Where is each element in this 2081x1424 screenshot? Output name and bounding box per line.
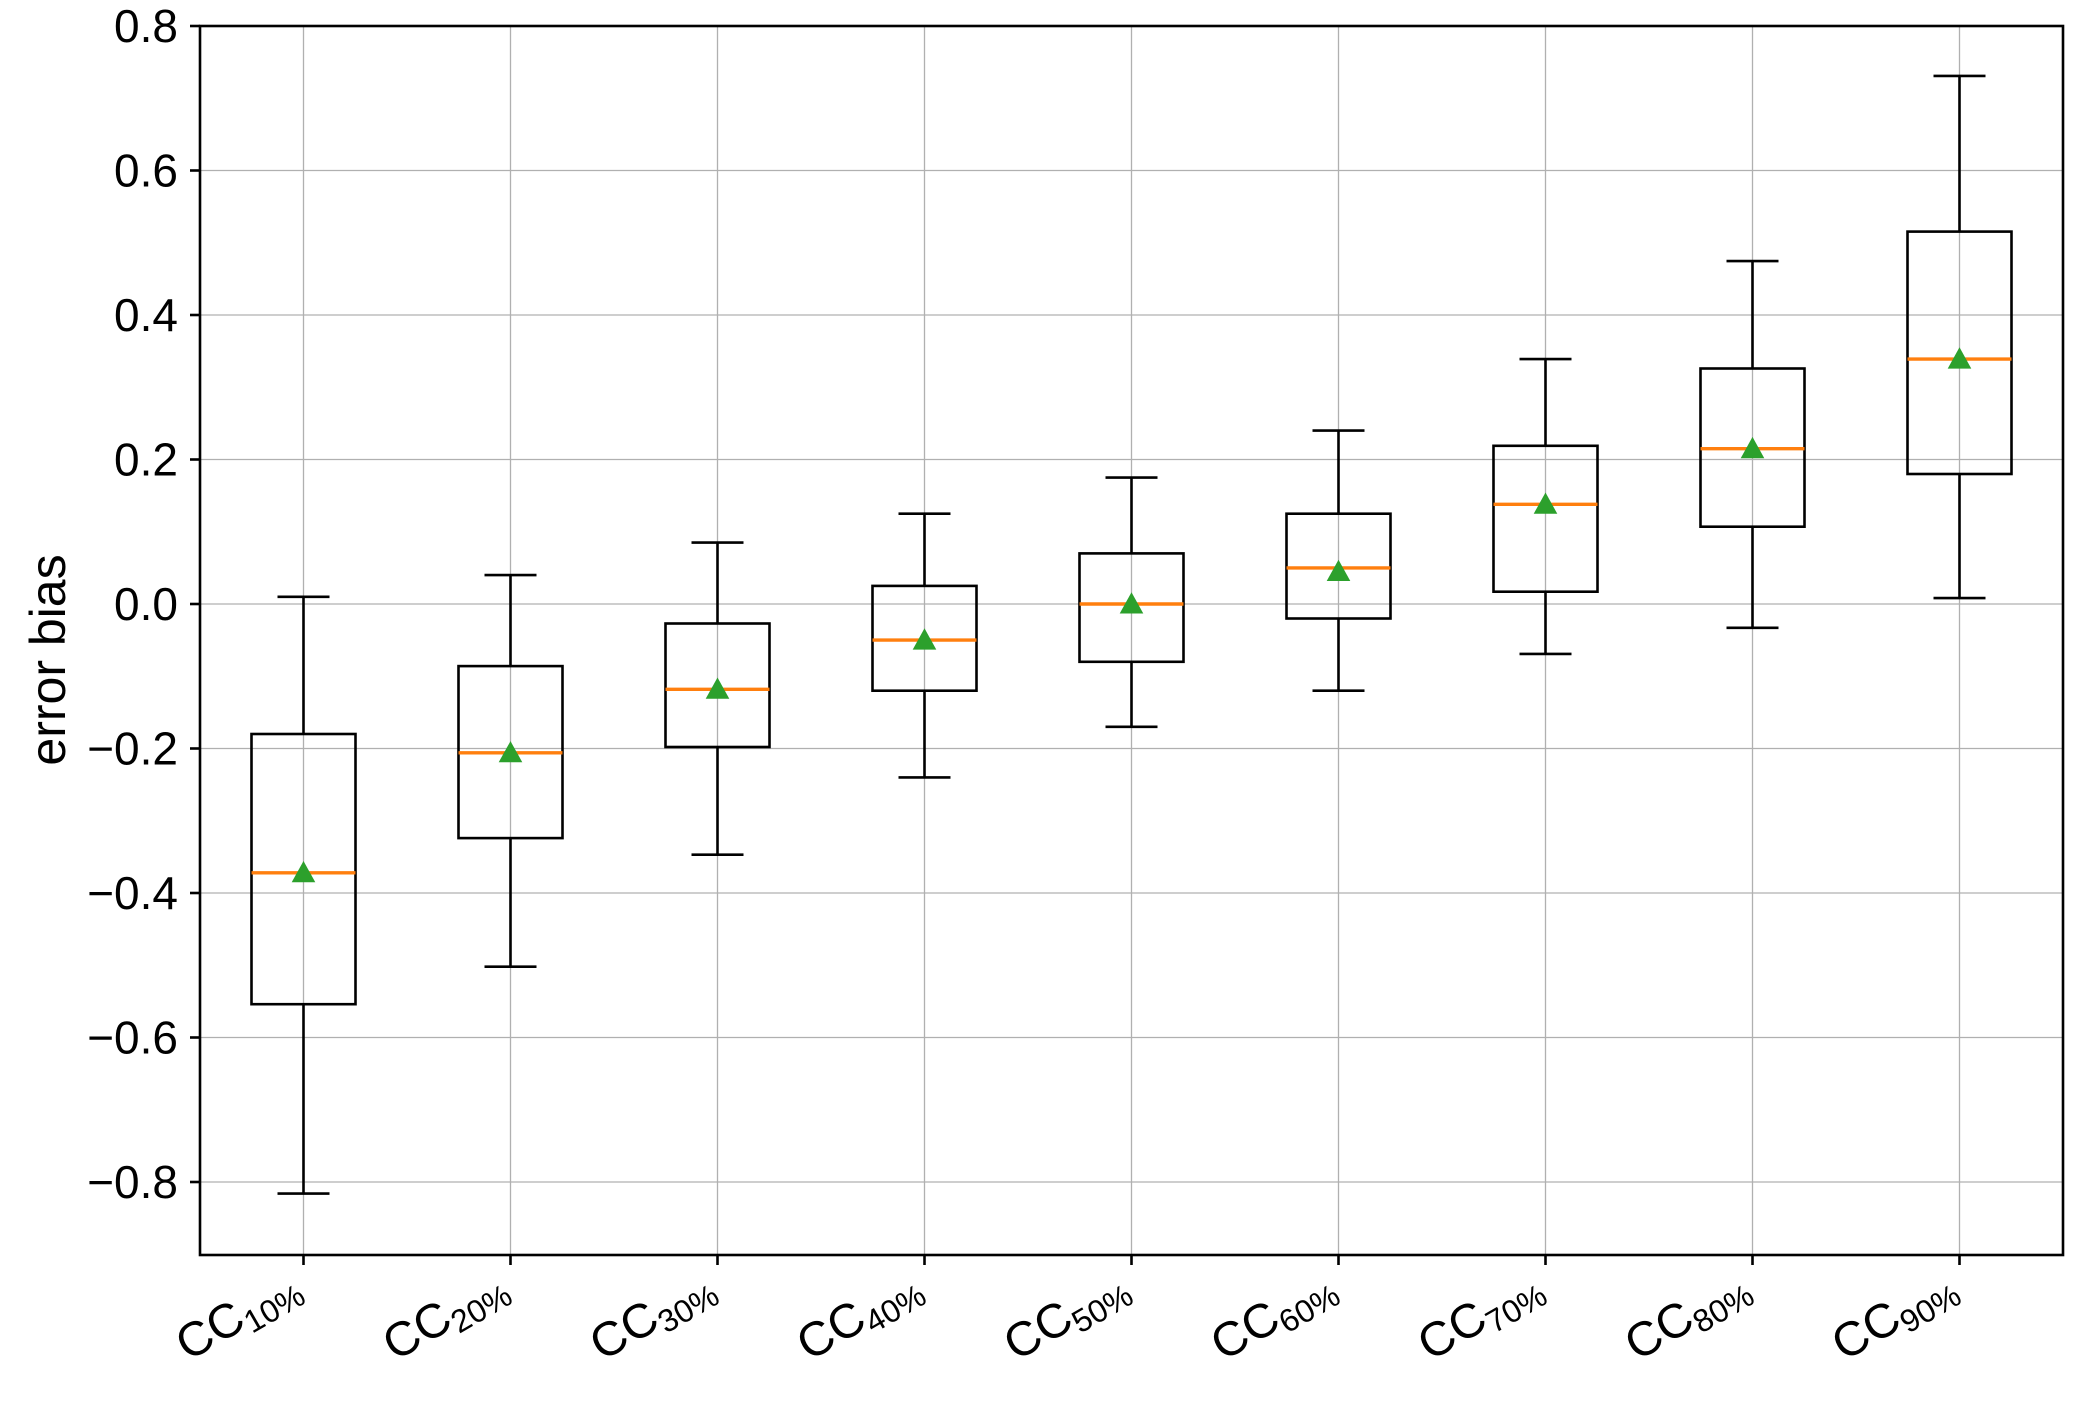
svg-text:−0.8: −0.8 [87,1156,178,1208]
svg-text:−0.2: −0.2 [87,723,178,775]
svg-text:0.8: 0.8 [114,0,178,52]
svg-text:0.6: 0.6 [114,145,178,197]
svg-text:−0.4: −0.4 [87,867,178,919]
svg-text:0.2: 0.2 [114,434,178,486]
svg-text:error bias: error bias [20,554,76,765]
svg-text:−0.6: −0.6 [87,1012,178,1064]
svg-text:0.4: 0.4 [114,289,178,341]
svg-text:0.0: 0.0 [114,578,178,630]
